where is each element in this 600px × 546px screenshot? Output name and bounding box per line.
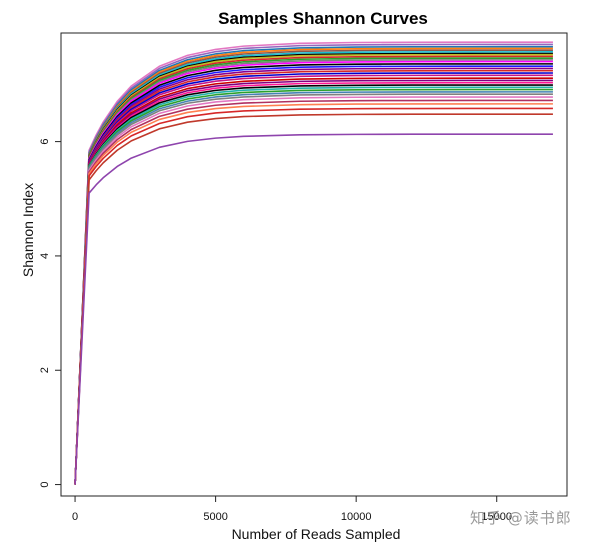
series-group	[74, 41, 553, 485]
plot-frame	[60, 32, 568, 497]
x-tick-label: 5000	[203, 511, 227, 523]
series-line-s13	[74, 63, 553, 485]
series-line-s01	[74, 41, 553, 485]
series-line-s16	[74, 69, 553, 485]
x-tick-label: 10000	[341, 511, 372, 523]
series-line-s23	[74, 86, 553, 485]
x-axis-label: Number of Reads Sampled	[232, 526, 401, 542]
watermark: 知乎 @读书郎	[470, 509, 572, 527]
series-line-s30	[74, 107, 553, 485]
series-line-s15	[74, 67, 553, 485]
series-line-s25	[74, 91, 553, 485]
series-line-s07	[74, 52, 553, 485]
series-line-s09	[74, 55, 553, 485]
series-line-s29	[74, 103, 553, 485]
series-line-s19	[74, 77, 553, 485]
series-line-s28	[74, 99, 553, 485]
series-line-s31	[74, 113, 553, 485]
series-line-s24	[74, 88, 553, 485]
y-tick-label: 0	[39, 482, 51, 488]
series-line-s22	[74, 84, 553, 485]
x-axis: 0 5000 10000 15000	[72, 496, 512, 523]
series-line-s18	[74, 74, 553, 485]
series-line-s32	[74, 133, 553, 485]
y-axis-label: Shannon Index	[20, 183, 36, 277]
y-tick-label: 4	[39, 253, 51, 259]
series-line-s20	[74, 79, 553, 485]
x-tick-label: 15000	[481, 511, 512, 523]
chart-title: Samples Shannon Curves	[218, 9, 428, 28]
series-line-s27	[74, 96, 553, 485]
series-line-s21	[74, 81, 553, 485]
y-tick-label: 2	[39, 367, 51, 373]
y-axis: 0 2 4 6	[39, 139, 61, 488]
x-tick-label: 0	[72, 511, 78, 523]
y-tick-label: 6	[39, 139, 51, 145]
series-line-s11	[74, 59, 553, 485]
series-line-s26	[74, 93, 553, 485]
